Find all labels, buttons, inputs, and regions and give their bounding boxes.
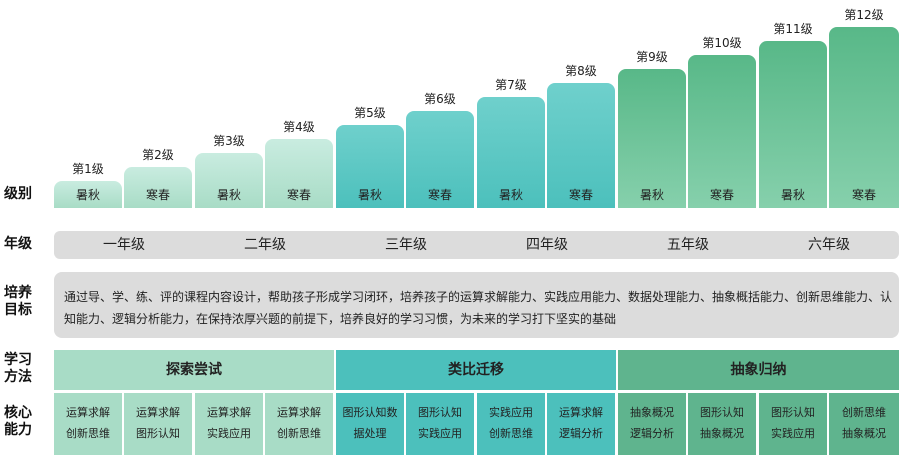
row-label-goal-line1: 培养 xyxy=(4,285,32,301)
core-ability-1: 运算求解 创新思维 xyxy=(54,393,122,455)
level-label-4: 第4级 xyxy=(283,120,315,134)
goal-box: 通过导、学、练、评的课程内容设计，帮助孩子形成学习闭环，培养孩子的运算求解能力、… xyxy=(54,272,899,338)
core-ability-2-line1: 运算求解 xyxy=(136,406,180,419)
row-label-method-line2: 方法 xyxy=(4,369,32,385)
core-ability-1-line2: 创新思维 xyxy=(66,427,110,440)
core-ability-7-line1: 实践应用 xyxy=(489,406,533,419)
core-ability-11-line1: 图形认知 xyxy=(771,406,815,419)
core-ability-5-line2: 据处理 xyxy=(353,427,387,440)
season-label-2: 寒春 xyxy=(145,188,170,202)
season-label-12: 寒春 xyxy=(851,188,876,202)
core-ability-1-line1: 运算求解 xyxy=(66,406,110,419)
core-ability-4-line1: 运算求解 xyxy=(277,406,321,419)
level-bar-5 xyxy=(336,125,404,208)
core-ability-3-line2: 实践应用 xyxy=(207,427,251,440)
core-ability-5: 图形认知数 据处理 xyxy=(336,393,404,455)
level-label-5: 第5级 xyxy=(354,106,386,120)
method-abstract: 抽象归纳 xyxy=(618,350,899,390)
core-ability-3-line1: 运算求解 xyxy=(207,406,251,419)
goal-text: 通过导、学、练、评的课程内容设计，帮助孩子形成学习闭环，培养孩子的运算求解能力、… xyxy=(64,290,893,326)
season-label-6: 寒春 xyxy=(427,188,452,202)
grade-4: 四年级 xyxy=(526,237,568,253)
core-ability-10-line1: 图形认知 xyxy=(700,406,744,419)
core-ability-4: 运算求解 创新思维 xyxy=(265,393,333,455)
season-label-11: 暑秋 xyxy=(780,188,805,202)
level-label-6: 第6级 xyxy=(424,92,456,106)
grade-1: 一年级 xyxy=(103,237,145,253)
core-ability-9-line2: 逻辑分析 xyxy=(630,427,674,440)
core-ability-9: 抽象概况 逻辑分析 xyxy=(618,393,686,455)
season-label-9: 暑秋 xyxy=(639,188,664,202)
season-label-8: 寒春 xyxy=(568,188,593,202)
level-label-2: 第2级 xyxy=(142,148,174,162)
grade-3: 三年级 xyxy=(385,237,427,253)
level-label-1: 第1级 xyxy=(72,162,104,176)
level-label-10: 第10级 xyxy=(702,36,742,50)
grade-6: 六年级 xyxy=(808,237,850,253)
level-bar-6 xyxy=(406,111,474,208)
core-ability-6-line2: 实践应用 xyxy=(418,427,462,440)
core-ability-9-line1: 抽象概况 xyxy=(630,406,674,419)
row-label-core: 核心 能力 xyxy=(4,405,48,439)
grade-2: 二年级 xyxy=(244,237,286,253)
core-ability-3: 运算求解 实践应用 xyxy=(195,393,263,455)
level-label-8: 第8级 xyxy=(565,64,597,78)
row-label-goal-line2: 目标 xyxy=(4,302,32,318)
grade-band: 一年级 二年级 三年级 四年级 五年级 六年级 xyxy=(54,231,899,259)
core-ability-6-line1: 图形认知 xyxy=(418,406,462,419)
row-label-method: 学习 方法 xyxy=(4,352,48,386)
row-label-grade: 年级 xyxy=(4,236,32,252)
level-label-11: 第11级 xyxy=(773,22,813,36)
level-bar-8 xyxy=(547,83,615,208)
row-label-method-line1: 学习 xyxy=(4,352,32,368)
season-label-1: 暑秋 xyxy=(75,188,100,202)
core-ability-10: 图形认知 抽象概况 xyxy=(688,393,756,455)
level-label-7: 第7级 xyxy=(495,78,527,92)
core-ability-5-line1: 图形认知数 xyxy=(342,406,398,419)
season-label-3: 暑秋 xyxy=(216,188,241,202)
row-label-core-line2: 能力 xyxy=(4,422,32,438)
row-label-level: 级别 xyxy=(4,186,32,202)
season-label-4: 寒春 xyxy=(286,188,311,202)
core-ability-10-line2: 抽象概况 xyxy=(700,427,744,440)
season-label-10: 寒春 xyxy=(709,188,734,202)
level-bar-11 xyxy=(759,41,827,208)
core-ability-2-line2: 图形认知 xyxy=(136,427,180,440)
level-label-9: 第9级 xyxy=(636,50,668,64)
core-ability-8: 运算求解 逻辑分析 xyxy=(547,393,615,455)
method-explore: 探索尝试 xyxy=(54,350,334,390)
core-ability-12-line1: 创新思维 xyxy=(842,406,886,419)
core-ability-8-line2: 逻辑分析 xyxy=(559,427,603,440)
level-bar-10 xyxy=(688,55,756,208)
core-ability-12: 创新思维 抽象概况 xyxy=(829,393,899,455)
row-label-core-line1: 核心 xyxy=(4,405,32,421)
core-ability-4-line2: 创新思维 xyxy=(277,427,321,440)
level-bar-1 xyxy=(54,181,122,208)
method-analogy: 类比迁移 xyxy=(336,350,616,390)
level-bar-2 xyxy=(124,167,192,208)
core-ability-8-line1: 运算求解 xyxy=(559,406,603,419)
core-ability-11-line2: 实践应用 xyxy=(771,427,815,440)
season-label-5: 暑秋 xyxy=(357,188,382,202)
season-label-7: 暑秋 xyxy=(498,188,523,202)
core-ability-7-line2: 创新思维 xyxy=(489,427,533,440)
row-label-goal: 培养 目标 xyxy=(4,285,48,319)
level-bar-3 xyxy=(195,153,263,208)
core-ability-12-line2: 抽象概况 xyxy=(842,427,886,440)
level-bar-7 xyxy=(477,97,545,208)
level-bar-4 xyxy=(265,139,333,208)
level-label-3: 第3级 xyxy=(213,134,245,148)
core-ability-6: 图形认知 实践应用 xyxy=(406,393,474,455)
level-bar-9 xyxy=(618,69,686,208)
level-bar-12 xyxy=(829,27,899,208)
level-label-12: 第12级 xyxy=(844,8,884,22)
grade-5: 五年级 xyxy=(667,237,709,253)
core-ability-11: 图形认知 实践应用 xyxy=(759,393,827,455)
core-ability-7: 实践应用 创新思维 xyxy=(477,393,545,455)
core-ability-2: 运算求解 图形认知 xyxy=(124,393,192,455)
